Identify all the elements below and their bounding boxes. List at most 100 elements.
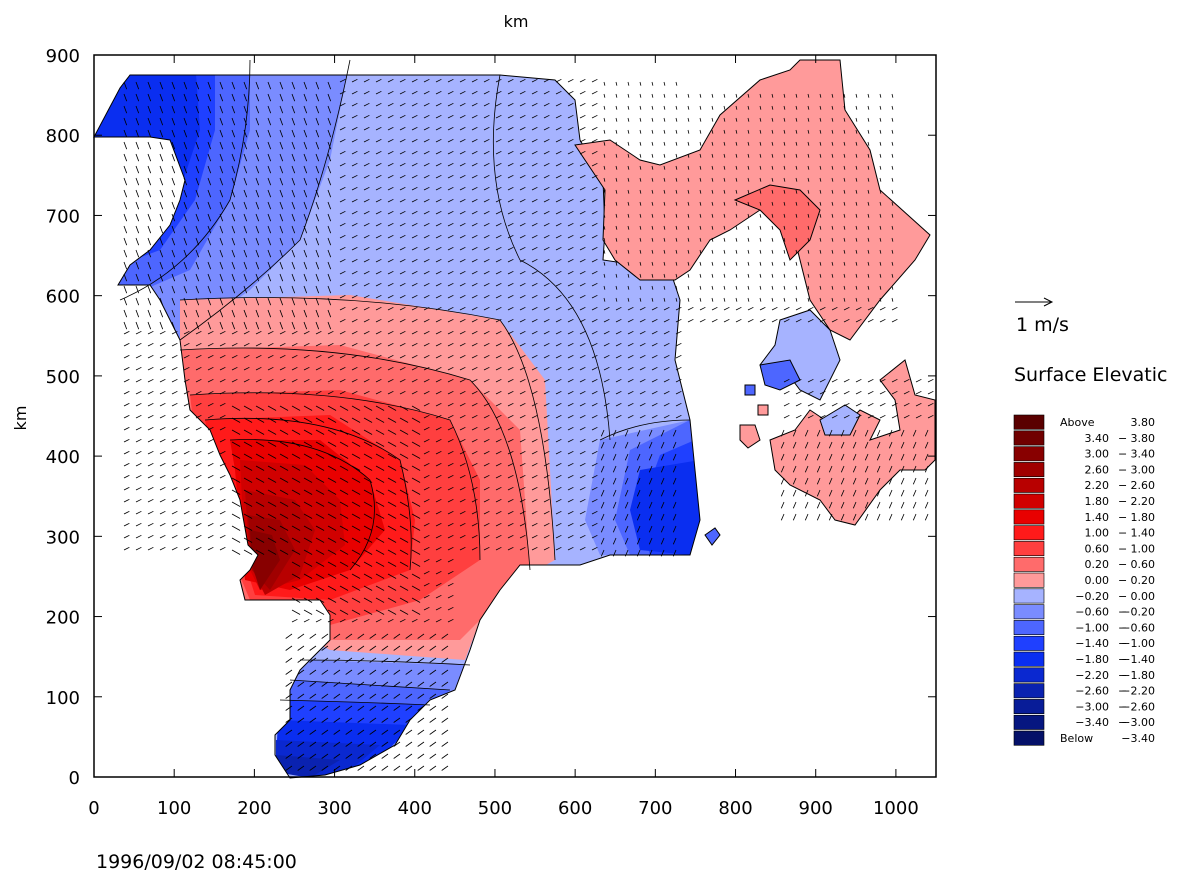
velocity-arrow [309,741,317,747]
velocity-arrow [819,153,822,158]
velocity-arrow [459,78,466,83]
velocity-arrow [369,657,377,663]
velocity-arrow [591,78,598,83]
velocity-arrow [399,501,409,507]
velocity-arrow [183,201,188,210]
velocity-arrow [447,258,454,263]
velocity-arrow [387,573,397,579]
velocity-arrow [297,705,305,711]
velocity-arrow [687,141,690,146]
velocity-arrow [231,453,241,459]
velocity-arrow [351,453,361,459]
velocity-arrow [531,114,538,119]
velocity-arrow [435,390,442,395]
velocity-arrow [351,378,358,383]
velocity-arrow [579,498,586,503]
velocity-arrow [447,534,454,539]
velocity-arrow [219,522,226,527]
velocity-arrow [357,705,365,711]
velocity-arrow [543,126,550,131]
velocity-arrow [291,477,301,483]
velocity-arrow [231,378,238,383]
velocity-arrow [483,90,490,95]
velocity-arrow [735,225,738,230]
velocity-arrow [555,162,562,167]
velocity-arrow [279,525,289,531]
velocity-arrow [159,486,166,491]
velocity-arrow [711,213,714,218]
velocity-arrow [195,189,200,198]
velocity-arrow [567,486,574,491]
velocity-arrow [927,414,934,419]
velocity-arrow [255,537,265,543]
velocity-arrow [711,129,714,134]
velocity-arrow [507,222,514,227]
velocity-arrow [375,234,382,239]
velocity-arrow [171,390,178,395]
velocity-arrow [207,213,212,222]
velocity-arrow [495,402,502,407]
velocity-arrow [321,657,329,663]
velocity-arrow [843,249,846,254]
velocity-arrow [459,462,466,467]
velocity-arrow [447,486,454,491]
velocity-arrow [819,249,822,254]
velocity-arrow [375,609,385,615]
velocity-arrow [507,402,514,407]
velocity-arrow [123,129,128,138]
velocity-arrow [147,237,152,246]
velocity-arrow [867,141,870,146]
velocity-arrow [423,402,430,407]
velocity-arrow [603,177,606,182]
velocity-arrow [291,213,296,222]
velocity-arrow [888,453,893,461]
velocity-arrow [591,426,598,431]
velocity-arrow [651,285,654,290]
velocity-arrow [840,513,845,521]
velocity-arrow [435,522,442,527]
velocity-arrow [612,549,617,557]
velocity-arrow [423,510,430,515]
velocity-arrow [591,222,598,227]
legend-label-low: −1.00 [1075,621,1109,634]
velocity-arrow [339,390,346,395]
velocity-arrow [792,489,797,497]
velocity-arrow [303,141,308,150]
velocity-arrow [291,618,298,623]
velocity-arrow [135,426,142,431]
velocity-arrow [423,522,430,527]
velocity-arrow [447,90,454,95]
velocity-arrow [651,201,654,206]
velocity-arrow [447,390,454,395]
velocity-arrow [795,261,798,266]
velocity-arrow [483,390,490,395]
velocity-arrow [195,309,200,318]
velocity-arrow [831,105,834,110]
velocity-arrow [375,198,382,203]
velocity-arrow [852,513,857,521]
velocity-arrow [381,741,389,747]
velocity-arrow [843,153,846,158]
velocity-arrow [387,366,394,371]
velocity-arrow [363,258,370,263]
velocity-arrow [663,342,670,347]
legend-label-low: −3.40 [1075,716,1109,729]
velocity-arrow [447,414,454,419]
velocity-arrow [411,150,418,155]
velocity-arrow [531,198,538,203]
velocity-arrow [843,306,850,311]
velocity-arrow [891,378,898,383]
velocity-arrow [864,477,869,485]
velocity-arrow [543,474,550,479]
velocity-arrow [339,513,349,519]
velocity-arrow [747,141,750,146]
velocity-arrow [399,162,406,167]
velocity-arrow [123,462,130,467]
velocity-arrow [807,93,810,98]
velocity-arrow [159,237,164,246]
velocity-arrow [636,501,641,509]
velocity-arrow [171,93,176,102]
velocity-arrow [483,450,490,455]
velocity-arrow [651,354,658,359]
velocity-arrow [243,366,250,371]
